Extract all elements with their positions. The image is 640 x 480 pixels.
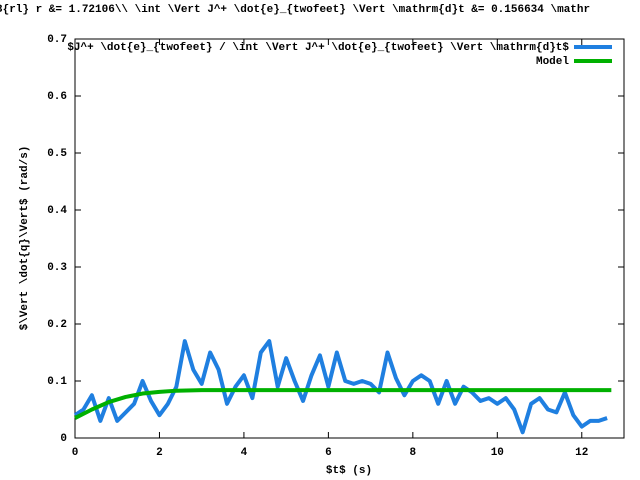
x-tick-label: 0: [72, 447, 79, 459]
x-axis-label: $t$ (s): [326, 465, 372, 477]
legend-label: Model: [536, 56, 569, 68]
y-tick-label: 0.4: [47, 205, 67, 217]
y-tick-label: 0.3: [47, 262, 67, 274]
y-tick-label: 0.6: [47, 91, 67, 103]
y-tick-label: 0.1: [47, 376, 67, 388]
y-axis-label: $\Vert \dot{q}\Vert$ (rad/s): [19, 146, 31, 331]
data-line: [73, 339, 608, 435]
data-line: [74, 388, 612, 420]
x-tick-label: 2: [156, 447, 163, 459]
x-tick-label: 6: [325, 447, 332, 459]
chart-title: 3{rl} r &= 1.72106\\ \int \Vert J^+ \dot…: [0, 4, 590, 16]
x-tick-label: 8: [410, 447, 417, 459]
x-tick-label: 10: [491, 447, 504, 459]
y-tick-label: 0.5: [47, 148, 67, 160]
x-tick-label: 12: [575, 447, 588, 459]
y-tick-label: 0.2: [47, 319, 67, 331]
legend-label: $J^+ \dot{e}_{twofeet} / \int \Vert J^+ …: [67, 42, 569, 54]
x-tick-label: 4: [241, 447, 248, 459]
y-tick-label: 0.7: [47, 34, 67, 46]
y-tick-label: 0: [60, 433, 67, 445]
plot-frame: [74, 38, 625, 439]
